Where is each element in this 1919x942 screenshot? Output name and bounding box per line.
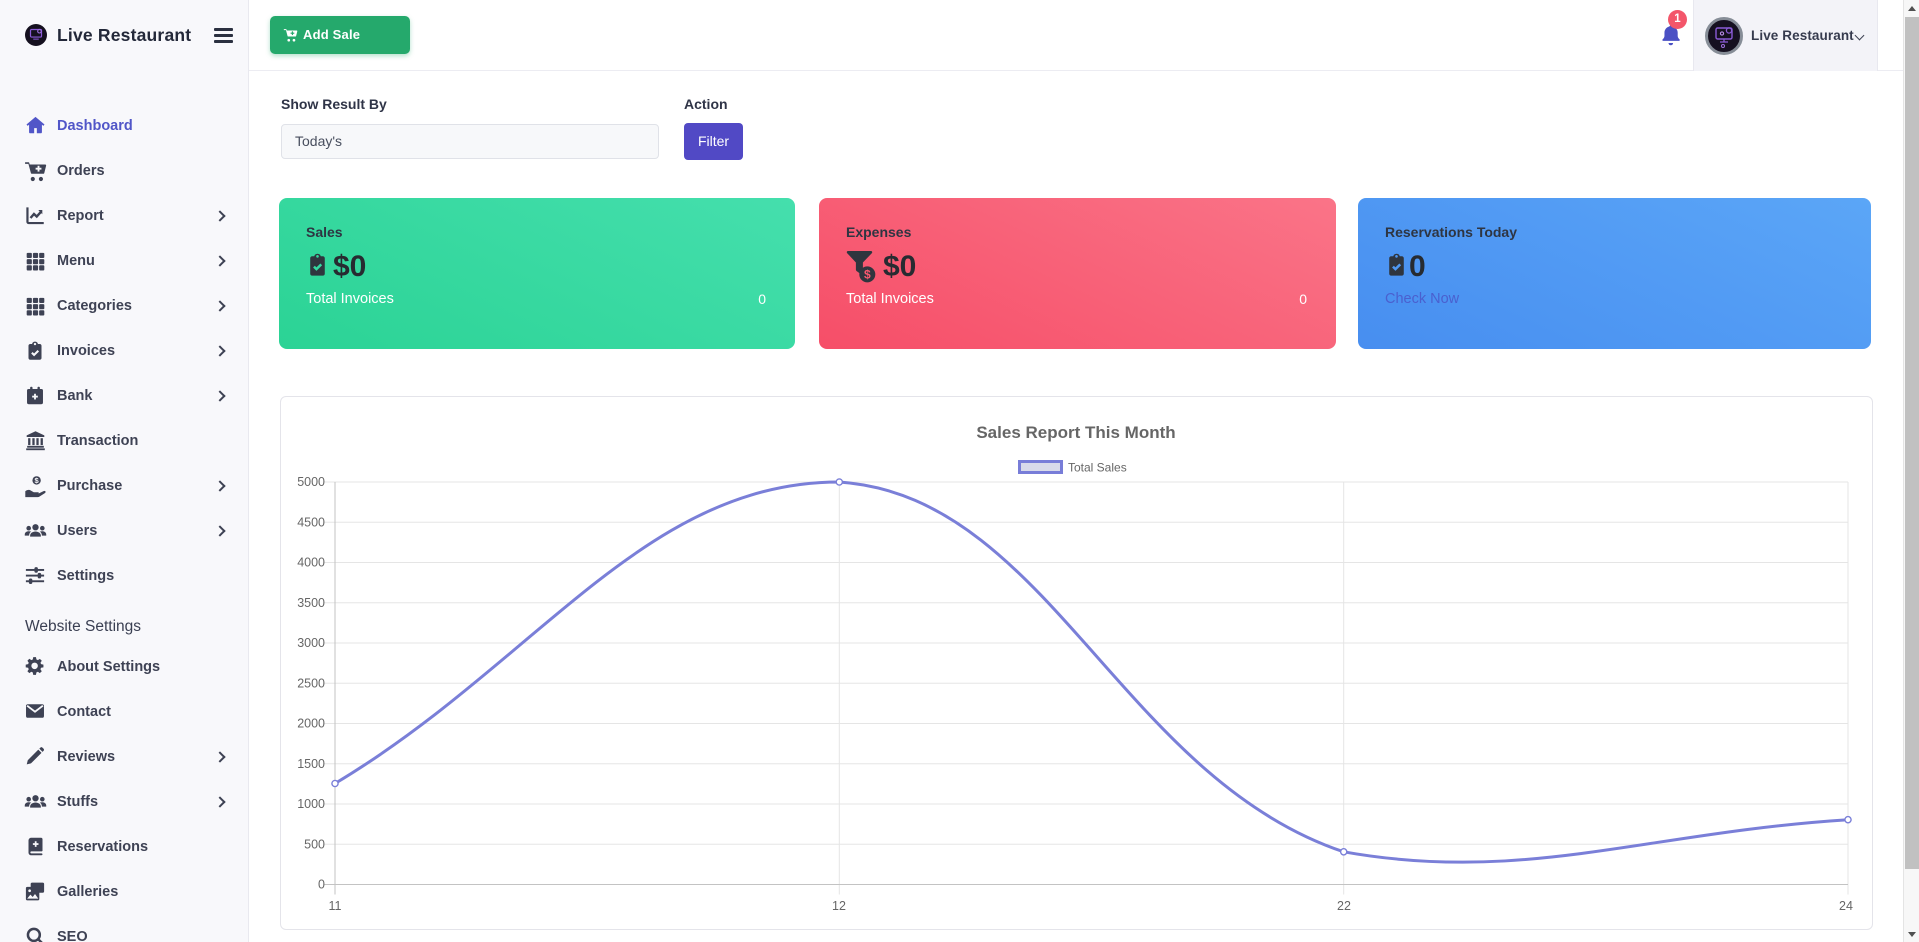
svg-text:2500: 2500 bbox=[297, 676, 325, 690]
svg-text:Sales Report This Month: Sales Report This Month bbox=[976, 423, 1175, 442]
svg-text:1000: 1000 bbox=[297, 797, 325, 811]
svg-text:0: 0 bbox=[318, 878, 325, 892]
svg-text:$: $ bbox=[35, 475, 40, 484]
svg-text:500: 500 bbox=[304, 837, 325, 851]
svg-text:11: 11 bbox=[329, 899, 342, 913]
svg-text:12: 12 bbox=[832, 899, 846, 913]
svg-text:1500: 1500 bbox=[297, 757, 325, 771]
svg-text:4000: 4000 bbox=[297, 556, 325, 570]
svg-text:24: 24 bbox=[1839, 899, 1853, 913]
svg-text:4500: 4500 bbox=[297, 515, 325, 529]
svg-text:$: $ bbox=[864, 268, 871, 282]
svg-text:5000: 5000 bbox=[297, 475, 325, 489]
svg-text:22: 22 bbox=[1337, 899, 1351, 913]
svg-text:Total Sales: Total Sales bbox=[1068, 461, 1127, 475]
svg-text:2000: 2000 bbox=[297, 717, 325, 731]
svg-text:3000: 3000 bbox=[297, 636, 325, 650]
svg-text:3500: 3500 bbox=[297, 596, 325, 610]
